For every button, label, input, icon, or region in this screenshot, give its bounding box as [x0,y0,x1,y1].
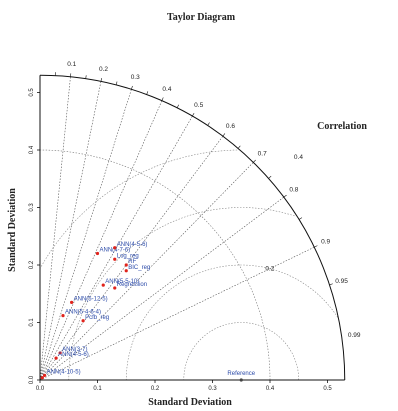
data-point [43,373,47,377]
grid-layer: 0.2 0.4 [39,76,338,381]
correlation-tick-label: 0.7 [258,150,267,157]
y-axis-label: Standard Deviation [7,188,18,272]
y-tick-label: 0.2 [29,260,35,269]
correlation-tick-mark [100,77,102,82]
correlation-tick-label: 0.99 [348,332,361,339]
correlation-tick-mark [283,194,287,198]
x-tick-label: 0.1 [93,386,102,392]
correlation-tick-label: 0.8 [289,187,298,194]
data-point-label: RF [128,259,136,265]
data-point-label: ANN(4-10-5) [47,369,81,375]
data-point-label: ANN(5-4-6-4) [65,310,101,316]
x-axis-label: Standard Deviation [148,397,232,408]
reference-marker [239,378,243,382]
correlation-tick-mark [253,159,256,163]
data-point [95,251,100,256]
data-point [113,286,117,290]
data-point-label: Regression [117,282,147,288]
correlation-tick-mark [161,97,164,101]
data-point-label: BIC_reg [128,265,150,271]
chart-title: Taylor Diagram [167,12,236,23]
y-tick-label: 0.5 [29,88,35,97]
correlation-tick-mark [85,75,87,79]
correlation-tick-label: 0.4 [162,86,171,93]
data-point-label: ANN(5-12-5) [74,296,108,302]
outer-arc [39,74,346,381]
correlation-tick-mark [131,85,133,90]
points-layer: ReferenceANN(4-7-6)ANN(4-5-6)Log_regRFBI… [40,242,256,382]
data-point-label: Log_reg [117,253,139,259]
axes-layer [39,74,346,381]
rms-arc [39,149,238,269]
rms-arc [183,322,300,381]
correlation-tick-mark [192,112,195,117]
x-tick-label: 0.3 [208,386,217,392]
y-tick-label: 0.4 [29,145,35,154]
data-point [70,300,74,304]
correlation-line [39,89,132,381]
correlation-line [39,81,102,381]
correlation-tick-label: 0.3 [131,74,140,81]
y-tick-label: 0.3 [29,203,35,212]
correlation-tick-label: 0.5 [194,102,203,109]
data-point [81,319,85,323]
reference-label: Reference [227,371,255,377]
correlation-tick-mark [146,91,149,95]
data-point [61,314,65,318]
data-point-label: ANN(3-7) [62,347,87,353]
correlation-tick-mark [115,81,118,86]
data-point-label: ANN(4-7-6) [100,248,131,254]
ticks-layer: 0.00.0 0.1 0.1 0.2 0.2 0.3 0.3 0.4 0.4 0.5 0.5 0.1 0… [29,61,361,392]
data-point [58,351,62,355]
correlation-line [39,76,71,381]
data-point-label: ANN(4-5-6) [117,242,148,248]
x-tick-label: 0.5 [323,386,332,392]
data-point-label: ANN(5-5-10) [105,279,139,285]
data-point [124,269,128,273]
rms-arc [68,207,295,380]
correlation-tick-mark [176,104,179,108]
correlation-title: Correlation [317,121,367,132]
correlation-tick-mark [314,245,318,248]
correlation-tick-label: 0.1 [67,61,76,68]
data-point [124,263,128,267]
data-point [113,257,117,261]
x-tick-label: 0.0 [36,386,45,392]
correlation-tick-label: 0.6 [226,123,235,130]
correlation-tick-mark [207,122,210,126]
x-tick-label: 0.2 [151,386,160,392]
correlation-tick-label: 0.2 [99,66,108,73]
y-tick-label: 0.0 [29,375,35,384]
rms-arc-label: 0.4 [294,154,303,161]
y-tick-label: 0.1 [29,318,35,327]
x-tick-label: 0.4 [266,386,275,392]
correlation-tick-mark [222,133,226,137]
correlation-tick-mark [329,283,333,286]
correlation-tick-mark [298,217,303,220]
data-point-label: ANN(4-5-6) [58,352,89,358]
rms-arc-label: 0.2 [265,266,274,273]
sd-arc [39,149,271,381]
data-point [101,283,105,287]
rms-arc [125,264,338,381]
correlation-tick-label: 0.95 [335,278,348,285]
data-point [40,376,44,380]
correlation-tick-mark [268,175,272,179]
correlation-tick-mark [237,145,241,149]
data-point [113,246,117,250]
data-point-label: Pcfb_reg [85,315,109,321]
data-point [54,356,58,360]
correlation-tick-label: 0.9 [321,239,330,246]
